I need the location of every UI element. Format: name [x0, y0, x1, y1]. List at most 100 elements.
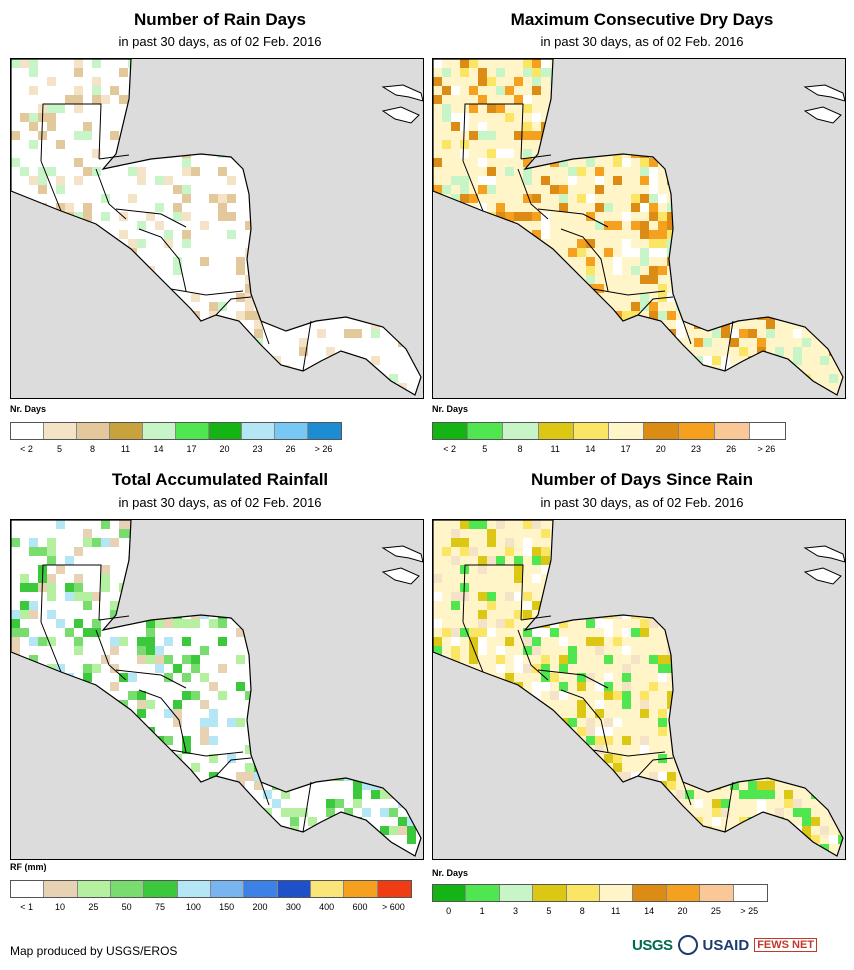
legend-swatch — [11, 881, 45, 897]
legend-tick-label: > 600 — [381, 902, 405, 912]
legend-tick-label: 14 — [644, 906, 655, 916]
legend-swatch — [566, 885, 600, 901]
legend-tick-label: 14 — [585, 444, 596, 454]
legend-swatch — [11, 423, 44, 439]
legend-swatch — [242, 423, 275, 439]
legend-tick-label: 26 — [726, 444, 737, 454]
legend-swatch — [679, 423, 715, 439]
legend-swatch — [176, 423, 209, 439]
legend-tick-label: > 26 — [757, 444, 776, 454]
legend-tick-label: 400 — [319, 902, 335, 912]
legend-tick-label: > 26 — [314, 444, 333, 454]
legend-tick-label: 11 — [611, 906, 621, 916]
legend-tick-label: 17 — [620, 444, 631, 454]
legend-swatch — [110, 423, 143, 439]
legend-swatch — [749, 423, 785, 439]
legend-swatch — [77, 881, 111, 897]
legend-tick-label: 1 — [479, 906, 485, 916]
legend-tick-label: 8 — [89, 444, 96, 454]
legend-swatch — [44, 423, 77, 439]
map-subtitle: in past 30 days, as of 02 Feb. 2016 — [118, 495, 322, 510]
legend-title: RF (mm) — [10, 862, 47, 872]
legend-swatch — [144, 881, 178, 897]
map-title: Number of Rain Days — [134, 10, 306, 29]
legend-tick-label: 8 — [579, 906, 585, 916]
legend-swatch — [344, 881, 378, 897]
legend-tick-label: 300 — [285, 902, 301, 912]
legend-tick-label: 8 — [517, 444, 523, 454]
legend-swatch — [700, 885, 734, 901]
legend-title: Nr. Days — [432, 868, 469, 878]
legend-tick-label: 600 — [352, 902, 368, 912]
legend-tick-label: 11 — [120, 444, 131, 454]
legend-swatch — [499, 885, 534, 901]
legend-tick-label: 26 — [285, 444, 296, 454]
map-subtitle: in past 30 days, as of 02 Feb. 2016 — [540, 34, 744, 49]
legend-swatch — [466, 885, 500, 901]
map-view — [432, 519, 846, 860]
legend-swatch — [433, 885, 467, 901]
legend-tick-label: 20 — [219, 444, 230, 454]
legend-tick-label: 5 — [56, 444, 63, 454]
legend-tick-label: 0 — [446, 906, 452, 916]
legend-swatch — [377, 881, 411, 897]
map-view — [10, 58, 424, 399]
legend-tick-label: 5 — [546, 906, 552, 916]
legend-swatch — [503, 423, 539, 439]
legend-tick-label: > 25 — [740, 906, 759, 916]
legend-tick-label: 14 — [153, 444, 164, 454]
legend-swatch — [77, 423, 110, 439]
legend-color-bar — [10, 422, 342, 440]
legend-tick-label: 17 — [186, 444, 197, 454]
legend-swatch — [599, 885, 634, 901]
legend-tick-label: 150 — [219, 902, 235, 912]
legend-swatch — [433, 423, 469, 439]
legend-tick-label: 20 — [655, 444, 666, 454]
map-title: Maximum Consecutive Dry Days — [510, 10, 774, 29]
legend-tick-label: < 2 — [20, 444, 33, 454]
legend-tick-label: 25 — [710, 906, 721, 916]
legend-swatch — [608, 423, 645, 439]
legend-tick-label: 200 — [252, 902, 268, 912]
legend-swatch — [210, 881, 245, 897]
legend-swatch — [573, 423, 609, 439]
legend-swatch — [308, 423, 341, 439]
legend-swatch — [633, 885, 667, 901]
legend-color-bar — [10, 880, 412, 898]
legend-title: Nr. Days — [432, 404, 469, 414]
legend-swatch — [275, 423, 308, 439]
legend-tick-label: 5 — [482, 444, 488, 454]
map-view — [432, 58, 846, 399]
agency-logos: USGS USAID FEWS NET — [632, 932, 844, 958]
legend-swatch — [177, 881, 211, 897]
usgs-logo: USGS — [632, 936, 673, 954]
usaid-logo: USAID — [702, 936, 750, 954]
legend-swatch — [277, 881, 311, 897]
legend-swatch — [538, 423, 574, 439]
usaid-seal-icon — [677, 935, 698, 955]
map-title: Total Accumulated Rainfall — [111, 470, 329, 489]
map-credit: Map produced by USGS/EROS — [10, 944, 178, 958]
fews-net-logo: FEWS NET — [754, 938, 818, 952]
legend-swatch — [533, 885, 567, 901]
legend-swatch — [644, 423, 680, 439]
legend-swatch — [244, 881, 278, 897]
legend-tick-label: 11 — [550, 444, 560, 454]
legend-swatch — [143, 423, 176, 439]
legend-swatch — [44, 881, 78, 897]
map-subtitle: in past 30 days, as of 02 Feb. 2016 — [540, 495, 744, 510]
legend-tick-label: < 2 — [443, 444, 456, 454]
legend-tick-label: 100 — [185, 902, 201, 912]
legend-tick-label: 10 — [54, 902, 66, 912]
legend-swatch — [714, 423, 750, 439]
legend-color-bar — [432, 422, 786, 440]
legend-tick-label: 75 — [154, 902, 166, 912]
legend-swatch — [110, 881, 145, 897]
map-title: Number of Days Since Rain — [530, 470, 753, 489]
legend-tick-label: 25 — [88, 902, 99, 912]
legend-color-bar — [432, 884, 768, 902]
legend-tick-label: 3 — [512, 906, 519, 916]
legend-swatch — [666, 885, 701, 901]
legend-swatch — [468, 423, 504, 439]
legend-tick-label: 20 — [677, 906, 688, 916]
